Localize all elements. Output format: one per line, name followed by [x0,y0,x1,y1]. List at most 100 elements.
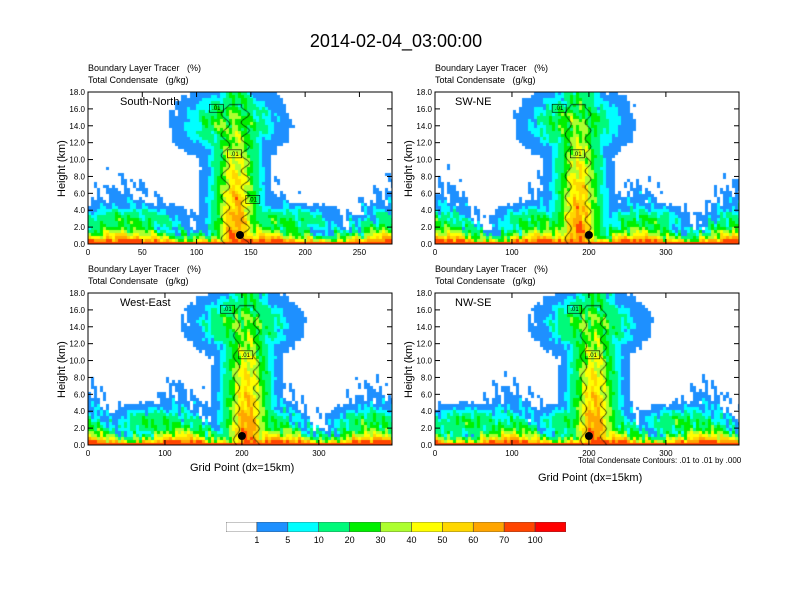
x-tick-label: 0 [433,248,438,257]
x-tick-label: 0 [86,449,91,458]
panel-subtitle: Boundary Layer Tracer (%) Total Condensat… [435,263,548,287]
colorbar-box [380,521,412,533]
panel-label: SW-NE [455,96,492,108]
subtitle-tracer: Boundary Layer Tracer (%) [435,264,549,274]
colorbar-label: 30 [375,535,386,545]
colorbar-box [411,521,443,533]
x-tick-label: 300 [659,449,673,458]
contour-label: .01 [589,353,598,359]
y-tick-label: 16.0 [69,105,85,114]
plot-frame [434,91,740,245]
colorbar-box [534,521,567,533]
contour-label-box [567,304,582,314]
x-tick-label: 200 [582,248,596,257]
panel-subtitle: Boundary Layer Tracer (%) Total Condensat… [435,62,548,86]
tracer-field [88,293,392,445]
contour-label: .01 [223,307,232,313]
axes: 0.0 2.0 4.0 6.0 8.0 10.0 12.0 14.0 16.0 18.0 0 100 2… [69,289,393,458]
y-tick-label: 12.0 [69,139,85,148]
contour-label-box [238,350,254,360]
colorbar-box [225,521,258,533]
subtitle-condensate: Total Condensate (g/kg) [88,276,189,286]
y-tick-label: 6.0 [74,189,86,198]
subtitle-condensate: Total Condensate (g/kg) [88,75,189,85]
subtitle-tracer: Boundary Layer Tracer (%) [88,264,202,274]
x-tick-label: 200 [582,449,596,458]
contour-label-box [227,149,242,159]
contour-label: .01 [230,152,239,158]
colorbar-box [472,521,505,533]
colorbar-box [442,521,474,533]
y-tick-label: 14.0 [69,323,85,332]
contour-label: .01 [555,106,564,112]
y-tick-label: 8.0 [74,172,86,181]
plot-frame [434,292,740,446]
y-tick-label: 4.0 [74,407,86,416]
panel-west-east: 0.0 2.0 4.0 6.0 8.0 10.0 12.0 14.0 16.0 18.0 0 100 2… [69,289,393,458]
subtitle-tracer: Boundary Layer Tracer (%) [435,63,549,73]
contour-label-box [551,103,567,113]
axes: 0.0 2.0 4.0 6.0 8.0 10.0 12.0 14.0 16.0 18.0 0 100 2… [416,88,740,257]
colorbar-label: 5 [285,535,291,545]
y-tick-label: 10.0 [69,156,85,165]
tracer-field [435,92,739,244]
contour-label: .01 [249,197,258,203]
panel-nw-se: 0.0 2.0 4.0 6.0 8.0 10.0 12.0 14.0 16.0 18.0 0 100 2… [416,289,740,458]
panel-label: West-East [120,297,171,309]
axes: 0.0 2.0 4.0 6.0 8.0 10.0 12.0 14.0 16.0 18.0 0 100 2… [416,289,740,458]
y-tick-label: 6.0 [421,390,433,399]
colorbar-box [287,521,320,533]
x-tick-label: 300 [659,248,673,257]
x-tick-label: 150 [244,248,258,257]
y-tick-label: 2.0 [421,223,433,232]
y-tick-label: 18.0 [69,289,85,298]
y-tick-label: 4.0 [74,206,86,215]
colorbar-label: 1 [254,535,260,545]
subtitle-condensate: Total Condensate (g/kg) [435,276,536,286]
x-tick-label: 100 [158,449,172,458]
contour-label: .01 [570,307,579,313]
x-tick-label: 50 [138,248,147,257]
contour-label-box [209,103,224,113]
y-tick-label: 12.0 [416,340,432,349]
x-tick-label: 100 [505,449,519,458]
y-tick-label: 4.0 [421,206,433,215]
y-tick-label: 0.0 [421,441,433,450]
plot-frame [87,91,393,245]
contour-label-box [220,304,235,314]
x-tick-label: 100 [505,248,519,257]
tracer-field [88,92,392,244]
y-tick-label: 4.0 [421,407,433,416]
axes: 0.0 2.0 4.0 6.0 8.0 10.0 12.0 14.0 16.0 18.0 0 50 10… [69,88,393,257]
contour-label-box [245,195,261,204]
panel-sw-ne: 0.0 2.0 4.0 6.0 8.0 10.0 12.0 14.0 16.0 18.0 0 100 2… [416,88,740,257]
colorbar-label: 10 [313,535,324,545]
y-tick-label: 12.0 [69,340,85,349]
contour-label: .01 [242,353,251,359]
y-tick-label: 0.0 [421,240,433,249]
tracer-field [435,293,739,445]
x-tick-label: 200 [298,248,312,257]
panel-subtitle: Boundary Layer Tracer (%) Total Condensat… [88,62,201,86]
y-tick-label: 18.0 [416,88,432,97]
colorbar-label: 100 [527,535,543,545]
x-tick-label: 300 [312,449,326,458]
y-tick-label: 14.0 [416,323,432,332]
y-tick-label: 6.0 [74,390,86,399]
colorbar-label: 50 [437,535,448,545]
panel-subtitle: Boundary Layer Tracer (%) Total Condensat… [88,263,201,287]
colorbar-box [256,521,289,533]
y-tick-label: 16.0 [416,306,432,315]
contour-note: Total Condensate Contours: .01 to .01 by… [578,456,742,465]
subtitle-condensate: Total Condensate (g/kg) [435,75,536,85]
y-tick-label: 10.0 [416,357,432,366]
panel-label: NW-SE [455,297,492,309]
colorbar-box [349,521,381,533]
y-tick-label: 2.0 [421,424,433,433]
colorbar-boxes [225,521,567,533]
contour-label-box [570,149,585,159]
colorbar-label: 20 [344,535,355,545]
x-axis-label-left: Grid Point (dx=15km) [190,462,295,474]
contour-label: .01 [212,106,221,112]
location-marker [584,432,593,440]
